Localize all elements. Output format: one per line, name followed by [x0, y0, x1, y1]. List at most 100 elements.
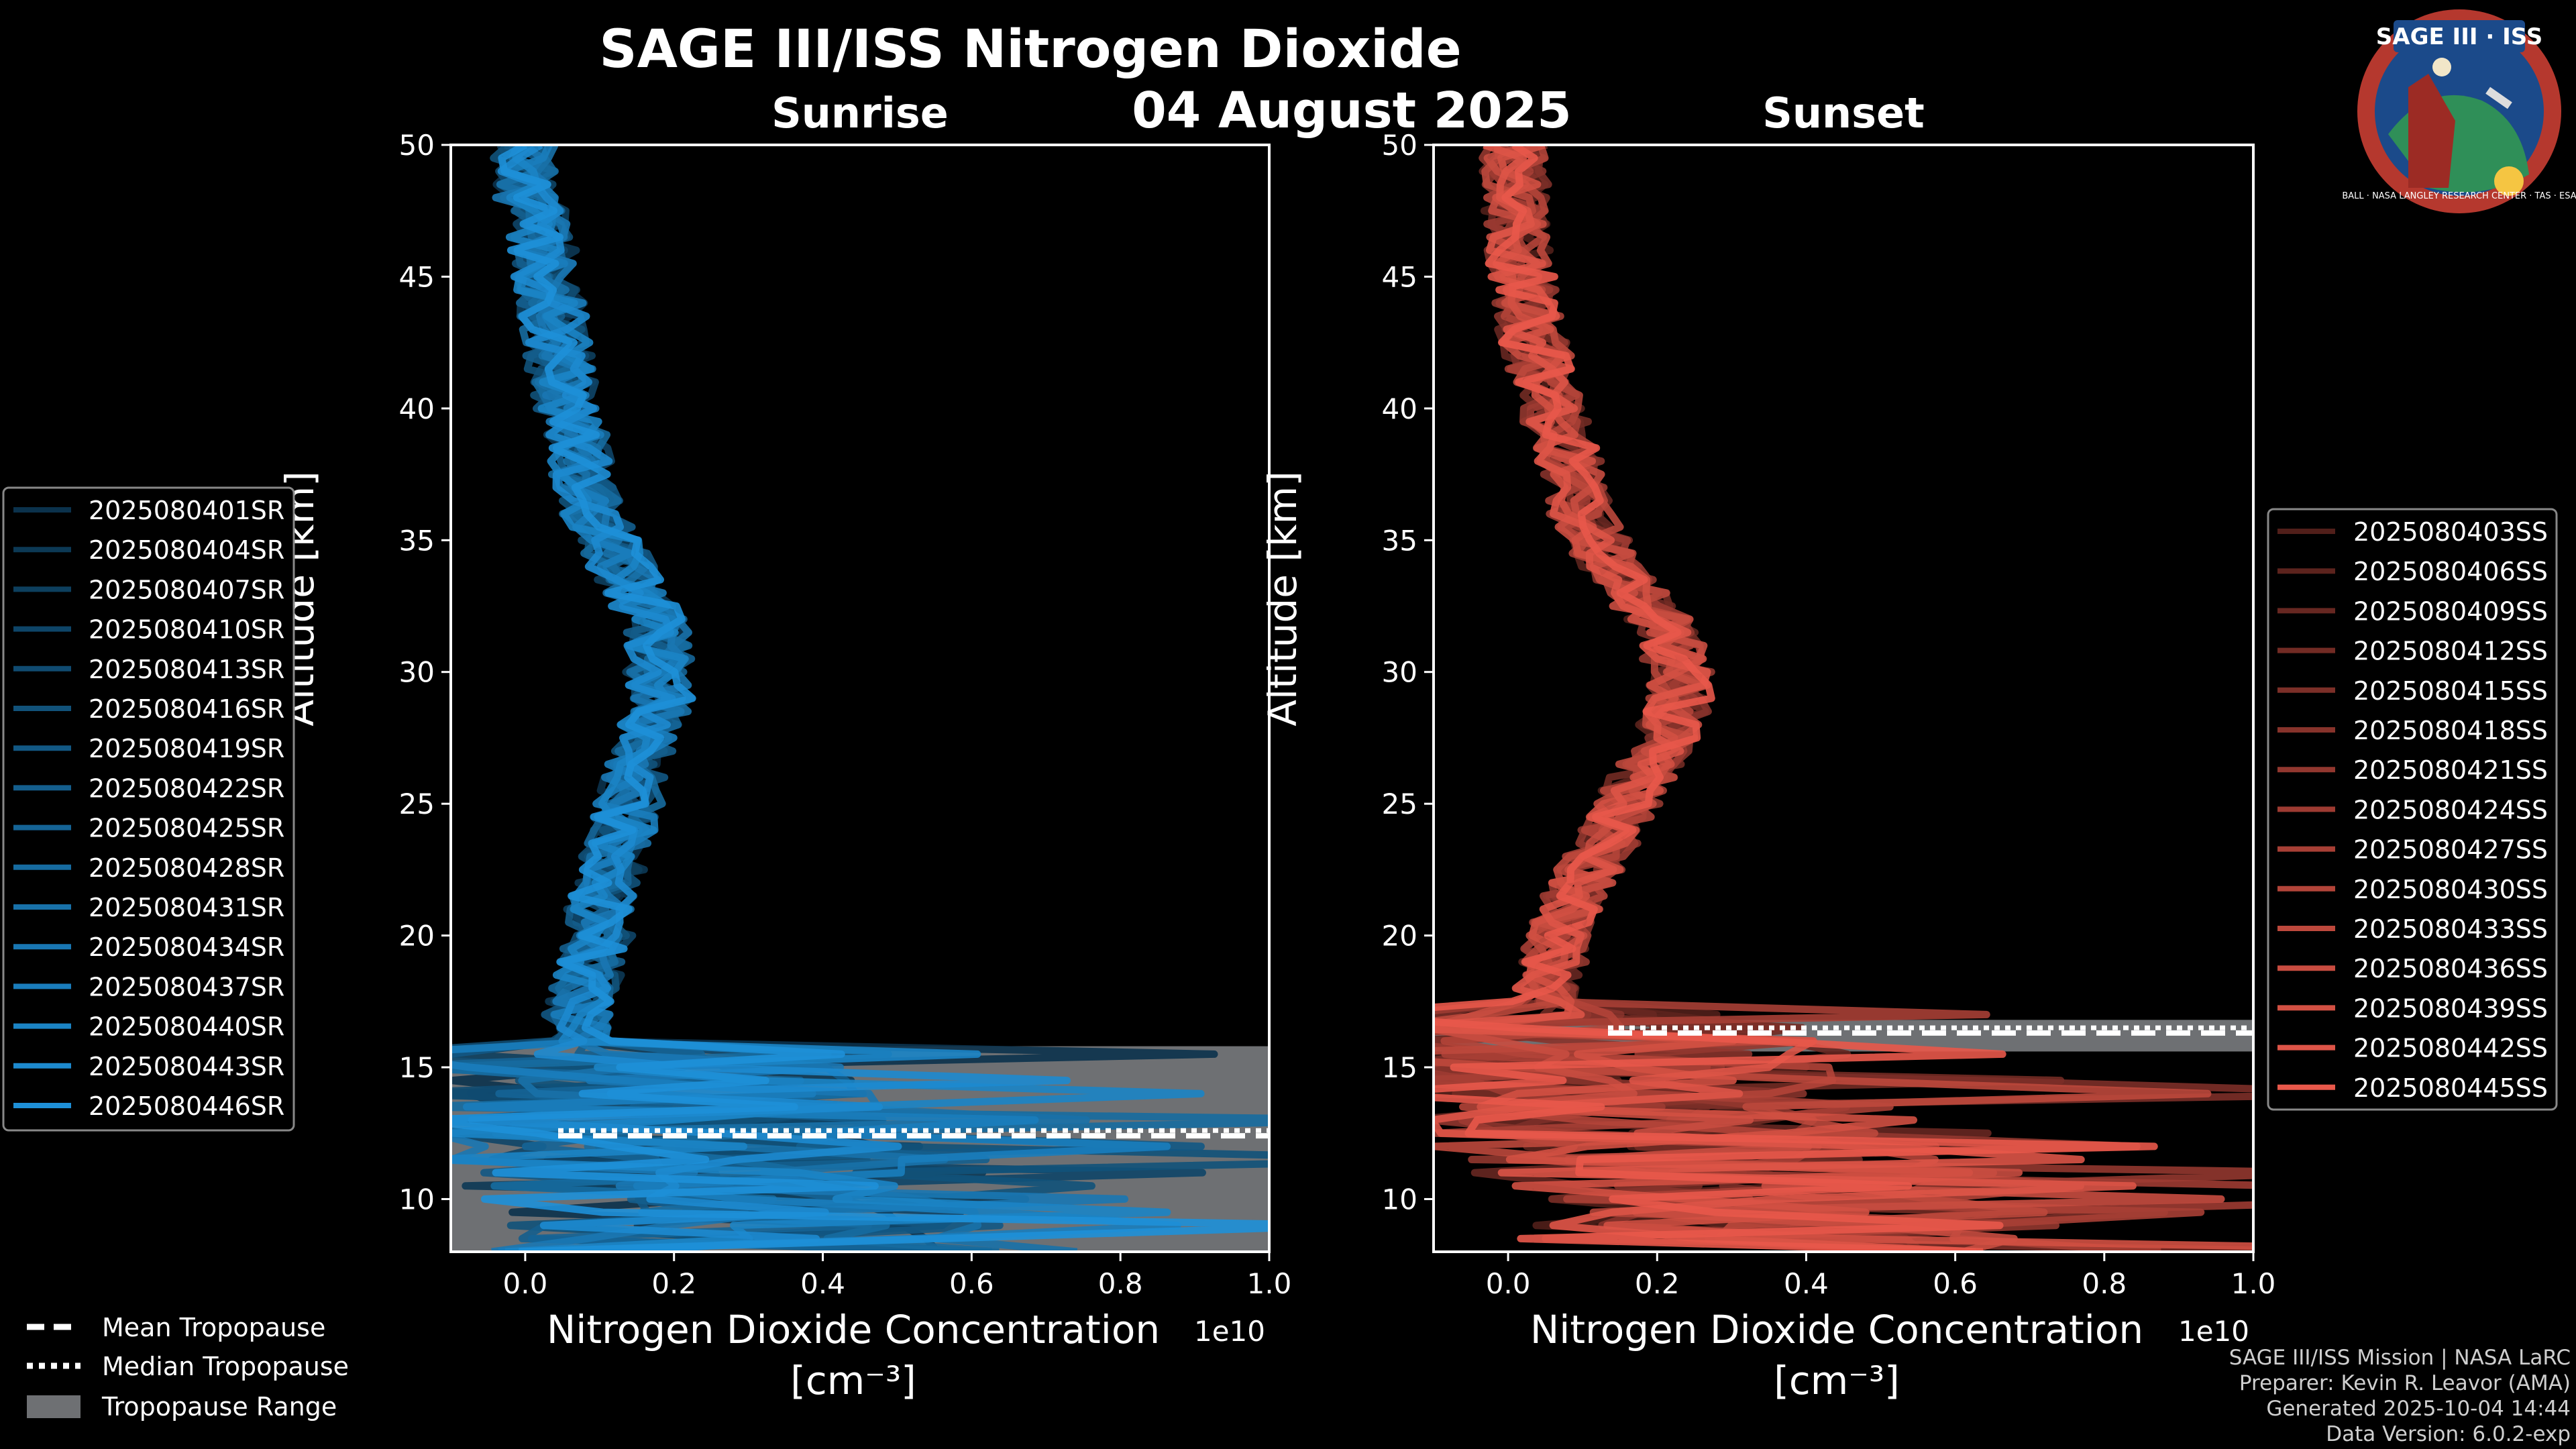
footer-credits: SAGE III/ISS Mission | NASA LaRC Prepare… [2229, 1346, 2571, 1446]
legend-label-2025080418SS: 2025080418SS [2353, 716, 2548, 745]
y-tick-label: 35 [399, 524, 435, 557]
x-tick-label: 0.2 [651, 1267, 696, 1300]
sunset-panel-title: Sunset [1762, 89, 1925, 138]
sunrise-legend-entries: 2025080401SR 2025080404SR 2025080407SR 2025… [13, 496, 284, 1121]
y-tick-label: 25 [1382, 788, 1417, 820]
legend-label-2025080403SS: 2025080403SS [2353, 517, 2548, 547]
sunrise-panel-title: Sunrise [771, 89, 949, 138]
sunrise-panel: 10 15 20 25 30 35 40 45 50 0.0 0.2 0.4 0.6 0.8 1.0 1e10… [277, 89, 1292, 1403]
x-tick-label: 0.6 [949, 1267, 994, 1300]
footer-version: Data Version: 6.0.2-exp [2326, 1422, 2571, 1446]
legend-label-2025080434SR: 2025080434SR [89, 932, 284, 962]
legend-label-2025080401SR: 2025080401SR [89, 496, 284, 525]
mean-tropopause-label: Mean Tropopause [102, 1313, 325, 1342]
logo-text: SAGE III · ISS [2376, 23, 2542, 50]
sunset-legend-entries: 2025080403SS 2025080406SS 2025080409SS 2025… [2277, 517, 2548, 1103]
x-tick-label: 0.4 [1784, 1267, 1829, 1300]
legend-label-2025080443SR: 2025080443SR [89, 1052, 284, 1081]
sunrise-axes-frame [449, 144, 1271, 1253]
y-tick-label: 10 [399, 1183, 435, 1216]
y-tick-label: 10 [1382, 1183, 1417, 1216]
sunset-panel: 10 15 20 25 30 35 40 45 50 0.0 0.2 0.4 0.6 0.8 1.0 1e10… [1260, 89, 2276, 1403]
iss-icon [2485, 87, 2512, 109]
x-tick-label: 0.6 [1933, 1267, 1978, 1300]
tropopause-key-legend: Mean Tropopause Median Tropopause Tropop… [27, 1313, 349, 1421]
profile-line-2025080439SS [1460, 145, 2253, 1250]
logo-banner [2394, 20, 2525, 52]
legend-label-2025080427SS: 2025080427SS [2353, 835, 2548, 865]
sunset-plot-area [1434, 145, 2253, 1252]
x-tick-label: 1.0 [1247, 1267, 1292, 1300]
profile-line-2025080446SR [451, 145, 1269, 1252]
legend-label-2025080430SS: 2025080430SS [2353, 875, 2548, 904]
legend-label-2025080410SR: 2025080410SR [89, 615, 284, 645]
footer-mission: SAGE III/ISS Mission | NASA LaRC [2229, 1346, 2571, 1370]
legend-label-2025080440SR: 2025080440SR [89, 1012, 284, 1042]
legend-label-2025080406SS: 2025080406SS [2353, 557, 2548, 586]
sunrise-legend-box [2, 486, 295, 1132]
legend-label-2025080404SR: 2025080404SR [89, 535, 284, 565]
footer-preparer: Preparer: Kevin R. Leavor (AMA) [2239, 1371, 2571, 1395]
legend-label-2025080413SR: 2025080413SR [89, 655, 284, 684]
median-tropopause-label: Median Tropopause [102, 1352, 349, 1381]
y-tick-label: 20 [399, 920, 435, 953]
y-tick-label: 45 [399, 260, 435, 293]
x-tick-label: 0.4 [800, 1267, 845, 1300]
x-axis-multiplier: 1e10 [1194, 1315, 1265, 1348]
legend-label-2025080436SS: 2025080436SS [2353, 954, 2548, 983]
y-tick-label: 15 [1382, 1051, 1417, 1084]
footer-generated: Generated 2025-10-04 14:44 [2266, 1397, 2571, 1421]
legend-label-2025080409SS: 2025080409SS [2353, 596, 2548, 626]
y-tick-label: 50 [399, 129, 435, 162]
sunrise-legend: 2025080401SR 2025080404SR 2025080407SR 2025… [2, 486, 295, 1132]
legend-label-2025080442SS: 2025080442SS [2353, 1034, 2548, 1063]
legend-label-2025080424SS: 2025080424SS [2353, 795, 2548, 824]
x-tick-label: 0.0 [1486, 1267, 1531, 1300]
x-tick-label: 0.8 [1098, 1267, 1143, 1300]
legend-label-2025080446SR: 2025080446SR [89, 1091, 284, 1121]
y-tick-label: 30 [1382, 656, 1417, 689]
y-tick-label: 15 [399, 1051, 435, 1084]
y-tick-label: 40 [399, 392, 435, 425]
legend-label-2025080425SR: 2025080425SR [89, 814, 284, 843]
y-axis-label: Altitude [km] [1260, 471, 1305, 726]
y-tick-label: 45 [1382, 260, 1417, 293]
y-tick-label: 25 [399, 788, 435, 820]
sunset-legend-box [2267, 508, 2558, 1111]
profile-line-2025080445SS [1434, 145, 2158, 1252]
legend-label-2025080419SR: 2025080419SR [89, 734, 284, 763]
profile-line-2025080442SS [1434, 145, 2137, 1252]
x-tick-label: 1.0 [2231, 1267, 2276, 1300]
figure-title: SAGE III/ISS Nitrogen Dioxide [599, 19, 1461, 80]
y-tick-label: 20 [1382, 920, 1417, 953]
y-tick-label: 35 [1382, 524, 1417, 557]
legend-label-2025080439SS: 2025080439SS [2353, 994, 2548, 1023]
y-tick-label: 50 [1382, 129, 1417, 162]
legend-label-2025080422SR: 2025080422SR [89, 773, 284, 803]
y-tick-label: 40 [1382, 392, 1417, 425]
sunrise-plot-area [451, 145, 1269, 1252]
sunset-legend: 2025080403SS 2025080406SS 2025080409SS 2025… [2267, 508, 2558, 1111]
legend-label-2025080415SS: 2025080415SS [2353, 676, 2548, 706]
legend-label-2025080433SS: 2025080433SS [2353, 914, 2548, 944]
tropopause-range-label: Tropopause Range [101, 1392, 337, 1421]
sunset-axes-frame [1432, 144, 2255, 1253]
x-tick-label: 0.0 [503, 1267, 548, 1300]
x-tick-label: 0.2 [1635, 1267, 1680, 1300]
x-axis-multiplier: 1e10 [2178, 1315, 2249, 1348]
logo-ring-text: BALL · NASA LANGLEY RESEARCH CENTER · TA… [2342, 191, 2576, 201]
astronomer-head-icon [2432, 58, 2451, 76]
legend-label-2025080407SR: 2025080407SR [89, 575, 284, 604]
x-axis-label: Nitrogen Dioxide Concentration [1530, 1307, 2143, 1352]
y-tick-label: 30 [399, 656, 435, 689]
legend-label-2025080437SR: 2025080437SR [89, 972, 284, 1002]
profile-line-2025080443SR [468, 145, 1071, 1252]
legend-label-2025080416SR: 2025080416SR [89, 694, 284, 724]
legend-label-2025080412SS: 2025080412SS [2353, 637, 2548, 666]
tropopause-range-swatch [27, 1395, 80, 1418]
sage-logo: SAGE III · ISS BALL · NASA LANGLEY RESEA… [2342, 9, 2576, 213]
x-tick-label: 0.8 [2082, 1267, 2127, 1300]
x-axis-label: Nitrogen Dioxide Concentration [547, 1307, 1160, 1352]
legend-label-2025080421SS: 2025080421SS [2353, 755, 2548, 785]
